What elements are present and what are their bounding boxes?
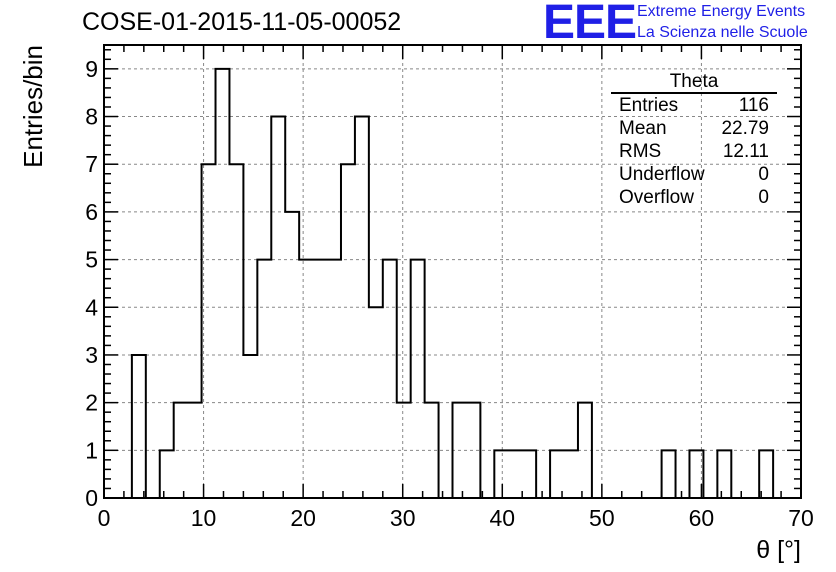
x-axis-label: θ [°]	[756, 536, 801, 564]
x-tick-label: 20	[290, 505, 316, 531]
logo-line-2: La Scienza nelle Scuole	[637, 24, 808, 41]
y-tick-label: 9	[85, 56, 98, 82]
logo-line-1: Extreme Energy Events	[637, 3, 806, 20]
plot-frame	[103, 44, 802, 499]
stats-row-mean: Mean 22.79	[611, 117, 777, 140]
stats-label: RMS	[619, 141, 662, 162]
stats-value: 22.79	[721, 118, 769, 139]
y-tick-label: 6	[85, 199, 98, 225]
y-tick-label: 4	[85, 294, 98, 320]
stats-title: Theta	[611, 72, 777, 94]
y-tick-label: 5	[85, 247, 98, 273]
x-tick-label: 40	[489, 505, 515, 531]
stats-label: Entries	[619, 95, 679, 116]
stats-value: 12.11	[722, 141, 769, 162]
x-tick-label: 70	[788, 505, 814, 531]
x-tick-label: 0	[98, 505, 111, 531]
y-tick-label: 0	[85, 485, 98, 511]
x-tick-label: 30	[390, 505, 416, 531]
y-tick-label: 1	[85, 437, 98, 463]
x-tick-label: 10	[191, 505, 217, 531]
stats-row-underflow: Underflow 0	[611, 163, 777, 186]
y-tick-label: 2	[85, 390, 98, 416]
eee-logo: EEE	[543, 0, 637, 49]
y-tick-label: 7	[85, 151, 98, 177]
stats-value: 0	[758, 164, 769, 185]
stats-box: Theta Entries 116 Mean 22.79 RMS 12.11 U…	[611, 72, 777, 209]
x-tick-label: 50	[589, 505, 615, 531]
tick-labels: 0 10 20 30 40 50 60 70 0 1 2 3 4 5 6 7 8 9	[85, 56, 814, 531]
axis-ticks	[103, 45, 802, 499]
stats-label: Underflow	[619, 164, 705, 185]
stats-value: 116	[738, 95, 769, 116]
y-axis-label: Entries/bin	[18, 45, 48, 168]
stats-row-entries: Entries 116	[611, 94, 777, 117]
stats-row-rms: RMS 12.11	[611, 140, 777, 163]
y-tick-label: 3	[85, 342, 98, 368]
stats-label: Overflow	[619, 187, 694, 208]
stats-row-overflow: Overflow 0	[611, 186, 777, 209]
chart-title: COSE-01-2015-11-05-00052	[82, 8, 402, 36]
stats-value: 0	[758, 187, 769, 208]
x-tick-label: 60	[689, 505, 715, 531]
y-tick-label: 8	[85, 104, 98, 130]
stats-label: Mean	[619, 118, 667, 139]
